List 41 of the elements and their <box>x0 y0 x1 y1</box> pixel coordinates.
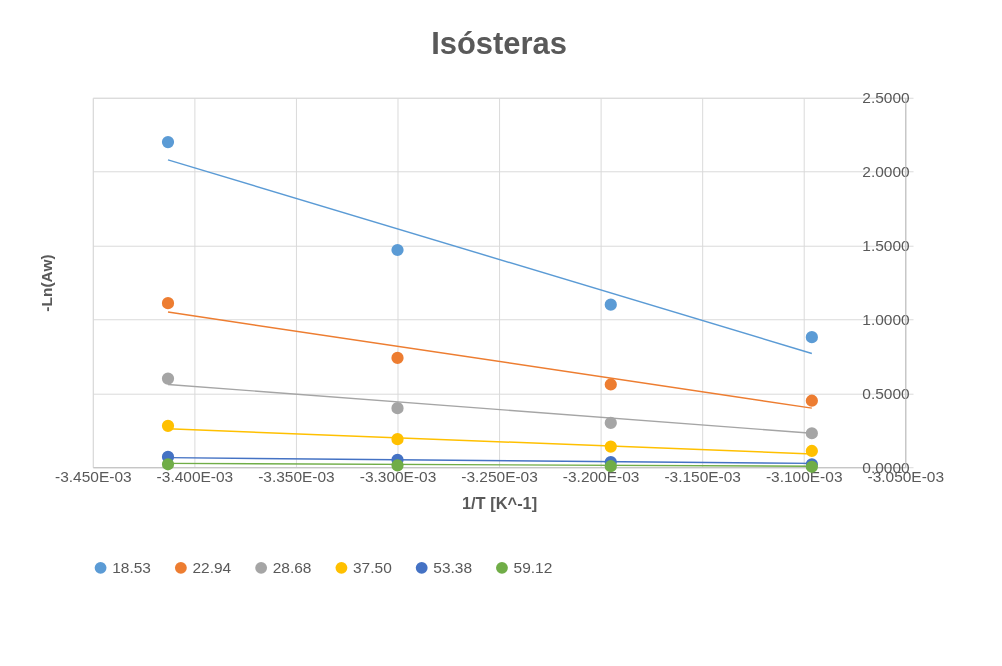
point <box>161 297 175 310</box>
legend-label: 18.53 <box>112 558 151 576</box>
point <box>604 378 617 391</box>
point <box>391 433 404 446</box>
x-tick-label: -3.350E-03 <box>258 468 335 486</box>
point <box>161 419 175 432</box>
legend-label: 22.94 <box>192 558 232 576</box>
point <box>161 136 175 149</box>
y-tick-label: 1.5000 <box>862 236 910 254</box>
x-tick-label: -3.200E-03 <box>562 468 640 486</box>
point <box>805 427 818 440</box>
y-tick-label: 1.0000 <box>862 310 910 328</box>
x-tick-label: -3.250E-03 <box>461 468 538 486</box>
x-tick-label: -3.100E-03 <box>765 468 843 486</box>
y-tick-label: 2.0000 <box>862 162 910 180</box>
point <box>604 440 617 453</box>
point <box>391 351 404 364</box>
point <box>161 458 175 471</box>
chart-title: Isósteras <box>431 26 567 62</box>
x-tick-label: -3.400E-03 <box>156 468 234 486</box>
point <box>391 243 404 257</box>
x-tick-label: -3.300E-03 <box>359 468 437 486</box>
point <box>391 402 404 415</box>
point <box>805 331 818 344</box>
point <box>805 444 818 458</box>
point <box>391 459 404 472</box>
legend-label: 28.68 <box>272 558 312 576</box>
point <box>604 460 617 473</box>
y-tick-label: 2.5000 <box>862 89 910 107</box>
y-axis-title: -Ln(Aw) <box>37 254 55 312</box>
point <box>805 394 818 407</box>
x-axis-title: 1/T [K^-1] <box>461 494 538 513</box>
x-tick-label: -3.450E-03 <box>55 468 132 486</box>
point <box>604 298 617 311</box>
legend-label: 59.12 <box>513 558 553 576</box>
point <box>604 416 617 430</box>
point <box>161 372 175 385</box>
x-tick-label: -3.150E-03 <box>664 468 741 486</box>
legend-label: 53.38 <box>433 558 473 576</box>
y-tick-label: 0.5000 <box>862 384 910 402</box>
legend-label: 37.50 <box>353 558 392 576</box>
